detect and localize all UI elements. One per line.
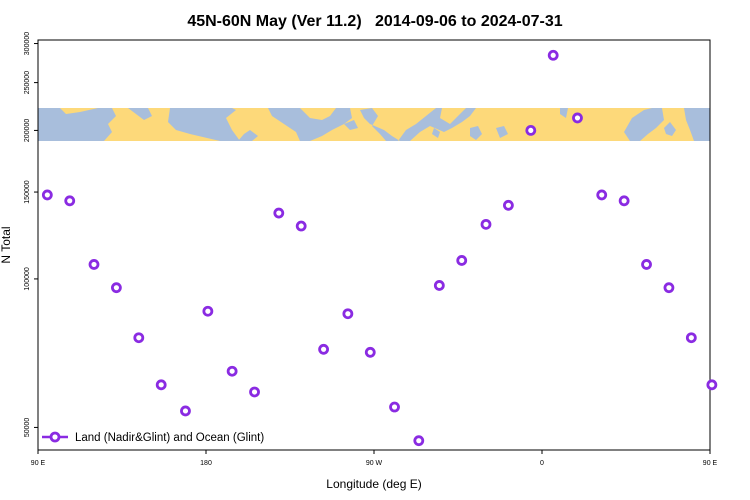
data-point <box>502 199 514 211</box>
x-tick-label: 180 <box>200 460 212 467</box>
data-point <box>273 207 285 219</box>
data-point <box>663 282 675 294</box>
data-point <box>596 189 608 201</box>
data-point <box>155 379 167 391</box>
legend-label: Land (Nadir&Glint) and Ocean (Glint) <box>75 432 264 444</box>
y-tick-label: 150000 <box>24 180 31 203</box>
x-tick-label: 90 W <box>366 460 383 467</box>
data-point <box>547 49 559 61</box>
data-point <box>480 218 492 230</box>
map-band <box>38 108 710 141</box>
y-axis-label: N Total <box>0 226 13 263</box>
data-point <box>456 255 468 266</box>
data-point <box>111 282 122 294</box>
data-point <box>318 343 330 355</box>
data-point <box>202 305 214 317</box>
data-point <box>64 195 76 207</box>
data-point <box>88 259 100 270</box>
x-tick-label: 90 E <box>703 460 718 467</box>
data-point <box>133 332 145 344</box>
x-tick-label: 0 <box>540 460 544 467</box>
y-tick-label: 100000 <box>24 267 31 290</box>
data-point <box>342 308 354 320</box>
data-point <box>433 280 445 291</box>
data-point <box>180 405 191 417</box>
y-tick-label: 300000 <box>24 32 31 55</box>
legend: Land (Nadir&Glint) and Ocean (Glint) <box>42 431 264 444</box>
y-tick-label: 250000 <box>24 71 31 94</box>
x-axis-label: Longitude (deg E) <box>326 477 421 491</box>
chart-title: 45N-60N May (Ver 11.2) 2014-09-06 to 202… <box>187 13 562 30</box>
data-series-points <box>41 49 718 447</box>
y-tick-label: 200000 <box>24 119 31 142</box>
data-point <box>226 365 238 377</box>
data-point <box>641 259 652 270</box>
data-point <box>706 379 718 391</box>
data-point <box>364 346 376 358</box>
data-point <box>572 112 583 124</box>
data-point <box>618 195 630 207</box>
y-tick-label: 50000 <box>24 418 31 438</box>
data-point <box>413 435 425 447</box>
data-point <box>685 332 697 344</box>
x-tick-label: 90 E <box>31 460 46 467</box>
y-axis-ticks: 50000 100000 150000 200000 250000 300000 <box>24 32 38 437</box>
legend-marker-swatch <box>49 431 61 443</box>
data-point <box>249 386 260 398</box>
data-point <box>389 401 400 413</box>
plot-frame <box>37 39 711 451</box>
data-point <box>295 220 307 232</box>
data-point <box>41 189 53 201</box>
data-point <box>525 125 537 136</box>
